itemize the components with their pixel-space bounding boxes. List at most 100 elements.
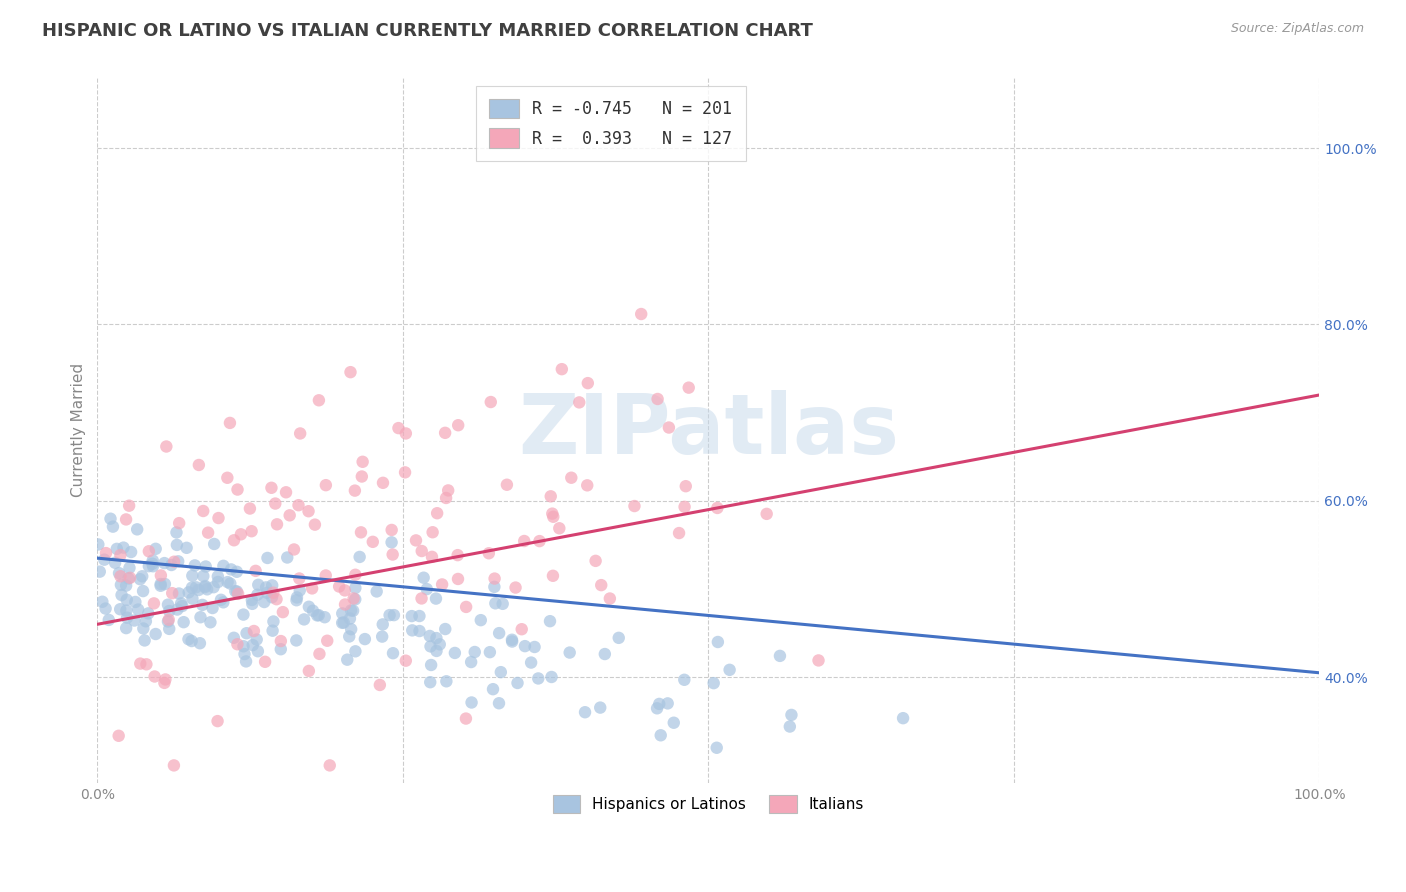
Point [184,580,207,594]
Point [240,524,263,539]
Point [706,740,728,755]
Point [447,572,470,586]
Point [94,601,117,615]
Point [270,634,292,648]
Point [129,572,152,586]
Point [225,584,247,599]
Point [523,640,546,654]
Point [235,654,257,668]
Point [607,631,630,645]
Point [647,392,669,406]
Point [434,425,457,440]
Point [226,483,249,497]
Point [166,538,188,552]
Point [100,512,122,526]
Point [129,657,152,671]
Point [142,553,165,567]
Point [260,481,283,495]
Point [157,613,180,627]
Point [339,611,361,625]
Point [239,501,262,516]
Point [222,533,245,548]
Point [288,572,311,586]
Point [333,583,356,598]
Point [496,477,519,491]
Point [332,615,354,630]
Point [585,554,607,568]
Point [657,697,679,711]
Point [333,598,356,612]
Point [212,558,235,573]
Point [110,578,132,592]
Point [89,565,111,579]
Point [207,574,229,589]
Point [426,506,449,520]
Point [434,674,457,689]
Point [242,638,264,652]
Point [520,656,543,670]
Point [181,568,204,582]
Point [156,598,179,612]
Point [246,644,269,658]
Point [479,395,502,409]
Point [755,507,778,521]
Point [118,499,141,513]
Point [219,576,242,591]
Point [195,582,218,597]
Point [488,696,510,710]
Point [222,631,245,645]
Point [769,648,792,663]
Point [678,381,700,395]
Point [240,597,263,611]
Point [780,707,803,722]
Point [675,479,697,493]
Point [541,507,564,521]
Point [170,596,193,610]
Point [115,512,138,526]
Point [354,632,377,646]
Point [342,591,364,606]
Y-axis label: Currently Married: Currently Married [72,363,86,498]
Point [110,588,132,602]
Point [484,572,506,586]
Point [115,610,138,624]
Point [176,541,198,555]
Point [298,664,321,678]
Point [412,571,434,585]
Point [673,500,696,514]
Point [131,569,153,583]
Point [807,653,830,667]
Point [648,697,671,711]
Point [395,654,418,668]
Point [408,609,430,624]
Point [344,644,367,658]
Point [411,544,433,558]
Point [285,633,308,648]
Point [401,609,423,624]
Point [160,558,183,572]
Point [173,615,195,629]
Point [482,682,505,697]
Point [177,632,200,647]
Point [378,608,401,623]
Point [488,626,510,640]
Point [256,586,278,600]
Point [395,426,418,441]
Point [219,562,242,576]
Point [287,498,309,512]
Point [543,509,565,524]
Point [623,499,645,513]
Point [304,517,326,532]
Point [308,393,330,408]
Point [425,631,447,645]
Point [177,585,200,599]
Point [264,497,287,511]
Point [381,535,404,549]
Point [371,475,394,490]
Point [124,595,146,609]
Point [166,525,188,540]
Point [342,604,364,618]
Point [145,541,167,556]
Point [226,587,249,601]
Point [673,673,696,687]
